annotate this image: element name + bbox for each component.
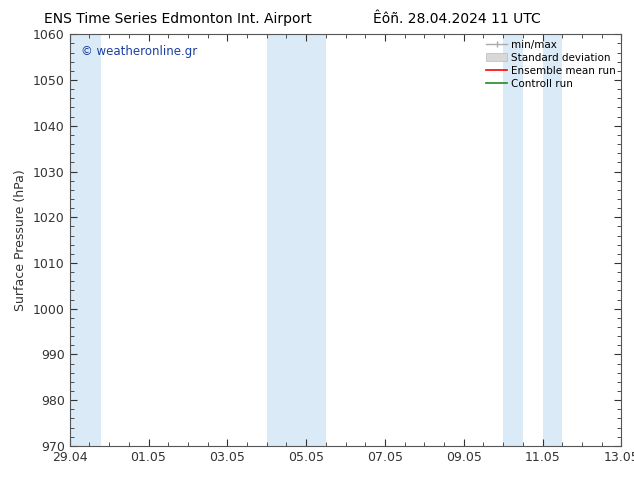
- Bar: [70, 34, 101, 446]
- Legend: min/max, Standard deviation, Ensemble mean run, Controll run: min/max, Standard deviation, Ensemble me…: [486, 40, 616, 89]
- Text: Êôñ. 28.04.2024 11 UTC: Êôñ. 28.04.2024 11 UTC: [373, 12, 540, 26]
- Y-axis label: Surface Pressure (hPa): Surface Pressure (hPa): [15, 169, 27, 311]
- Text: ENS Time Series Edmonton Int. Airport: ENS Time Series Edmonton Int. Airport: [44, 12, 311, 26]
- Bar: [543, 34, 562, 446]
- Text: © weatheronline.gr: © weatheronline.gr: [81, 45, 197, 58]
- Bar: [267, 34, 287, 446]
- Bar: [287, 34, 326, 446]
- Bar: [503, 34, 523, 446]
